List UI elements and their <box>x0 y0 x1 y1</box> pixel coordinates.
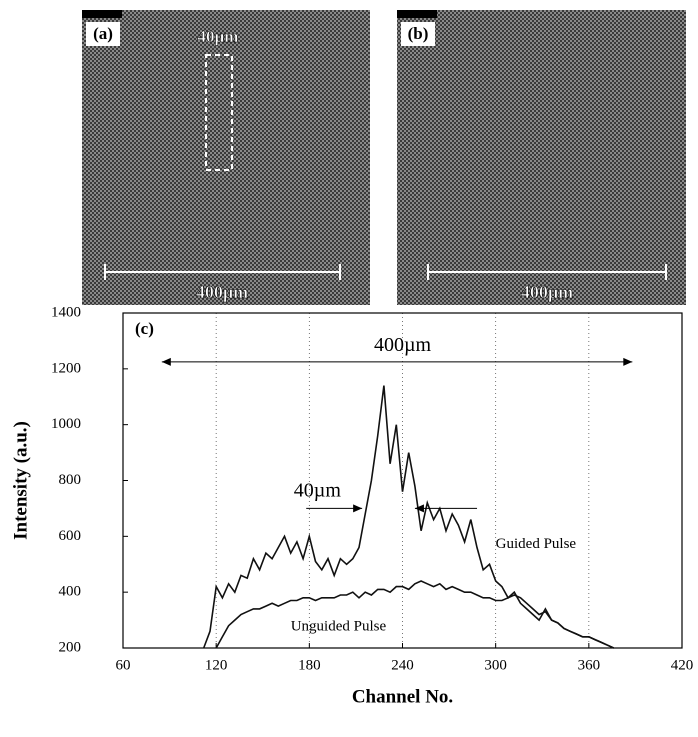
image <box>82 10 370 305</box>
x-tick-label: 360 <box>578 657 601 673</box>
image <box>397 10 686 305</box>
x-tick-label: 300 <box>484 657 507 673</box>
y-tick-label: 1200 <box>51 360 81 376</box>
y-tick-label: 1000 <box>51 416 81 432</box>
x-tick-label: 240 <box>391 657 414 673</box>
arrow-head <box>623 357 633 366</box>
panel-label: (b) <box>408 24 429 43</box>
y-tick-label: 1400 <box>51 304 81 320</box>
label-box <box>401 22 435 46</box>
arrow-head <box>161 357 171 366</box>
x-tick-label: 60 <box>116 657 131 673</box>
y-axis-label: Intensity (a.u.) <box>10 421 31 540</box>
panel-a: (a) 40µm 400µm <box>82 10 370 305</box>
y-tick-label: 400 <box>59 584 82 600</box>
annotation: 40µm <box>294 479 342 501</box>
y-tick-label: 800 <box>59 472 82 488</box>
x-axis-label: Channel No. <box>352 686 453 707</box>
annotation: 400µm <box>374 334 432 356</box>
panel-b: (b) 400µm <box>397 10 686 305</box>
panel-label: (a) <box>93 24 113 43</box>
y-tick-label: 200 <box>59 639 82 655</box>
arrow-head <box>414 504 424 513</box>
series-label: Unguided Pulse <box>291 619 387 635</box>
scale-label: 400µm <box>521 282 573 302</box>
arrow-head <box>353 504 363 513</box>
marker <box>82 10 122 18</box>
series-line <box>202 385 615 649</box>
x-tick-label: 120 <box>205 657 228 673</box>
inset-box <box>205 54 233 171</box>
series-label: Guided Pulse <box>496 536 577 552</box>
chart: 60 120 180 240 300 360 420 200 400 600 800 1000 1200… <box>10 304 693 707</box>
series-line <box>215 580 615 649</box>
marker <box>397 10 437 18</box>
label-box <box>86 22 120 46</box>
inset-label: 40µm <box>198 27 239 46</box>
x-tick-label: 420 <box>671 657 694 673</box>
y-tick-label: 600 <box>59 528 82 544</box>
x-tick-label: 180 <box>298 657 321 673</box>
plot-frame <box>122 312 683 649</box>
scale-label: 400µm <box>196 282 248 302</box>
panel-label: (c) <box>135 319 154 338</box>
